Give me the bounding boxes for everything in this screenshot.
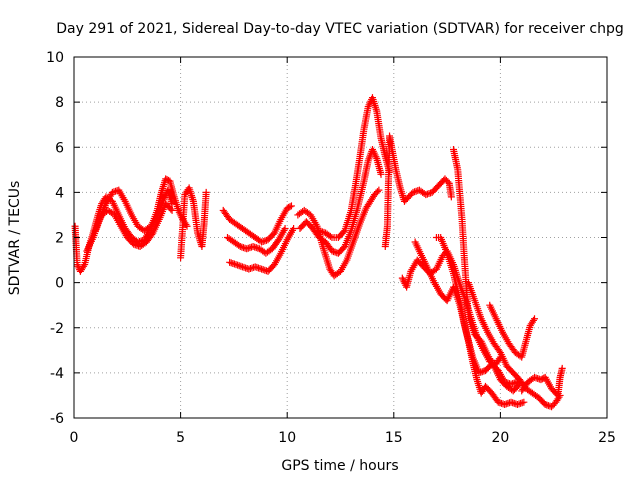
data-points <box>71 94 566 411</box>
series-track-7 <box>226 224 298 275</box>
y-tick-label: 6 <box>55 140 64 156</box>
data-point <box>377 170 385 178</box>
series-track-10 <box>315 94 394 241</box>
x-axis-tick-labels: 0 5 10 15 20 25 <box>70 430 616 446</box>
x-tick-label: 20 <box>491 430 509 446</box>
data-point <box>447 193 455 201</box>
y-tick-label: -2 <box>50 321 64 337</box>
data-point <box>558 364 566 372</box>
x-tick-label: 10 <box>278 430 296 446</box>
data-point <box>529 316 537 324</box>
series-track-5 <box>219 202 295 246</box>
data-point <box>286 203 294 211</box>
data-point <box>168 206 176 214</box>
y-tick-label: 0 <box>55 276 64 292</box>
data-point <box>520 398 528 406</box>
data-point <box>444 178 452 186</box>
data-point <box>167 205 175 213</box>
series-track-4 <box>177 184 210 262</box>
data-point <box>202 188 210 196</box>
y-tick-label: 4 <box>55 185 64 201</box>
y-tick-label: 2 <box>55 231 64 247</box>
x-tick-label: 5 <box>176 430 185 446</box>
series-track-3 <box>91 200 176 251</box>
series-track-14 <box>432 234 528 408</box>
x-tick-label: 15 <box>385 430 403 446</box>
grid-lines <box>74 57 607 418</box>
x-tick-label: 0 <box>70 430 79 446</box>
x-tick-label: 25 <box>598 430 616 446</box>
series-track-8 <box>294 186 383 280</box>
y-axis-label: SDTVAR / TECUs <box>7 181 23 296</box>
data-point <box>281 224 289 232</box>
data-point <box>73 261 81 269</box>
y-tick-label: -4 <box>50 366 64 382</box>
data-point <box>531 315 539 323</box>
y-axis-tick-labels: -6 -4 -2 0 2 4 6 8 10 <box>46 50 64 427</box>
series-track-6 <box>224 224 289 257</box>
axis-ticks <box>73 56 608 419</box>
data-point <box>80 262 88 270</box>
data-point <box>235 241 243 249</box>
data-point <box>326 232 334 240</box>
x-axis-label: GPS time / hours <box>281 458 398 474</box>
data-point <box>375 186 383 194</box>
series-track-18 <box>518 364 566 399</box>
series-track-9 <box>296 146 385 257</box>
series-track-17 <box>486 301 539 361</box>
data-point <box>168 200 176 208</box>
series-track-15 <box>449 146 524 395</box>
y-tick-label: 8 <box>55 95 64 111</box>
chart-title: Day 291 of 2021, Sidereal Day-to-day VTE… <box>56 21 624 37</box>
data-point <box>373 188 381 196</box>
data-point <box>183 222 191 230</box>
y-tick-label: -6 <box>50 411 64 427</box>
data-point <box>287 202 295 210</box>
series-track-1 <box>71 175 191 275</box>
data-point <box>290 224 298 232</box>
y-tick-label: 10 <box>46 50 64 66</box>
series-track-11 <box>381 132 455 251</box>
